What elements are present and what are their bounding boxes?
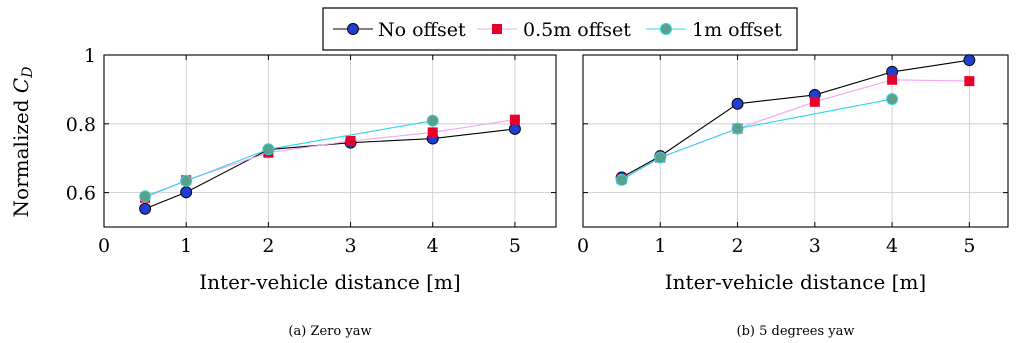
series-line-1m-offset	[621, 98, 893, 181]
series-line-no-offset	[144, 128, 515, 210]
legend: No offset 0.5m offset 1m offset	[322, 7, 798, 51]
data-point-no-offset	[963, 54, 976, 67]
x-tick-label: 0	[577, 235, 589, 257]
panel-caption: (b) 5 degrees yaw	[737, 324, 855, 339]
series-line-no-offset	[621, 59, 970, 178]
data-point-1m-offset	[180, 174, 193, 187]
data-point-1m-offset	[262, 143, 275, 156]
data-point-1m-offset	[426, 114, 439, 127]
legend-entry-05m-offset: 0.5m offset	[477, 19, 631, 41]
x-axis-label: Inter-vehicle distance [m]	[665, 270, 926, 294]
y-tick-label: 0.6	[66, 183, 96, 205]
data-point-1m-offset	[615, 173, 628, 186]
series-line-1m-offset	[144, 120, 433, 197]
y-axis-label: Normalized CD	[9, 67, 36, 218]
data-point-05m-offset	[809, 96, 820, 107]
y-tick-label: 1	[84, 45, 96, 67]
data-point-1m-offset	[139, 190, 152, 203]
data-point-05m-offset	[964, 76, 975, 87]
legend-marker-05m-offset	[492, 24, 502, 34]
x-tick-label: 3	[344, 235, 356, 257]
x-tick-label: 4	[427, 235, 439, 257]
data-point-no-offset	[731, 97, 744, 110]
legend-label-no-offset: No offset	[378, 19, 466, 41]
x-tick-label: 3	[809, 235, 821, 257]
data-point-05m-offset	[887, 74, 898, 85]
x-tick-label: 1	[180, 235, 192, 257]
x-tick-label: 2	[262, 235, 274, 257]
panel-5-degrees-yaw: 0 1 2 3 4 5 Inter-vehicle distance [m] (b) 5 de…	[577, 54, 1009, 339]
series-line-05m-offset	[144, 119, 515, 199]
legend-label-05m-offset: 0.5m offset	[523, 19, 631, 41]
data-point-1m-offset	[731, 122, 744, 135]
data-point-no-offset	[180, 186, 193, 199]
x-tick-label: 4	[886, 235, 898, 257]
legend-marker-1m-offset	[660, 23, 672, 35]
x-axis-label: Inter-vehicle distance [m]	[199, 270, 460, 294]
data-point-1m-offset	[654, 151, 667, 164]
panel-caption: (a) Zero yaw	[288, 324, 371, 339]
x-tick-label: 5	[509, 235, 521, 257]
x-tick-label: 2	[731, 235, 743, 257]
data-point-05m-offset	[345, 136, 356, 146]
data-point-1m-offset	[886, 93, 899, 105]
plot-frame	[103, 54, 557, 228]
panel-zero-yaw: 0 1 2 3 4 5 0.6 0.8 1 Inter-vehicle distance [m] (…	[66, 45, 557, 339]
legend-frame	[322, 7, 798, 51]
legend-label-1m-offset: 1m offset	[692, 19, 782, 41]
data-point-no-offset	[508, 123, 521, 135]
data-point-no-offset	[139, 202, 152, 215]
legend-marker-no-offset	[347, 23, 359, 35]
y-tick-label: 0.8	[66, 114, 96, 136]
data-point-05m-offset	[509, 114, 520, 125]
x-tick-label: 5	[963, 235, 975, 257]
x-tick-label: 1	[654, 235, 666, 257]
series-line-05m-offset	[621, 79, 970, 180]
legend-entry-no-offset: No offset	[333, 19, 466, 41]
x-tick-label: 0	[98, 235, 110, 257]
data-point-05m-offset	[427, 127, 438, 138]
legend-entry-1m-offset: 1m offset	[646, 19, 782, 41]
plot-frame	[582, 54, 1009, 228]
